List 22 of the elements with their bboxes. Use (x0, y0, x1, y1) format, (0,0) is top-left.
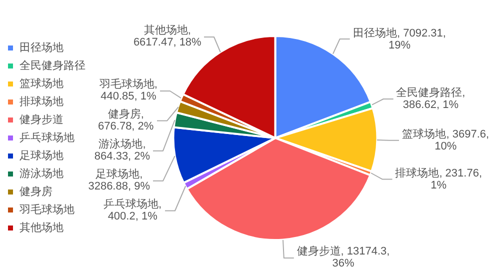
legend-label: 排球场地 (20, 95, 64, 108)
legend-label: 乒乓球场地 (20, 131, 74, 144)
data-label: 田径场地, 7092.31, 19% (353, 26, 446, 52)
data-label: 健身步道, 13174.3, 36% (296, 244, 390, 270)
data-label: 羽毛球场地, 440.85, 1% (99, 78, 158, 103)
data-label: 游泳场地, 864.33, 2% (94, 138, 150, 163)
data-label: 其他场地, 6617.47, 18% (133, 24, 202, 49)
legend-label: 健身步道 (20, 113, 64, 126)
legend-label: 田径场地 (20, 41, 64, 54)
data-label: 全民健身路径, 386.62, 1% (396, 87, 466, 112)
legend-label: 全民健身路径 (20, 60, 86, 72)
data-label: 排球场地, 231.76, 1% (395, 166, 482, 192)
data-label: 足球场地, 3286.88, 9% (88, 168, 150, 193)
legend-label: 篮球场地 (20, 77, 64, 90)
legend-label: 其他场地 (20, 221, 64, 234)
legend-label: 羽毛球场地 (20, 203, 74, 216)
legend-label: 游泳场地 (20, 167, 64, 180)
data-label: 篮球场地, 3697.6, 10% (402, 127, 490, 152)
legend-label: 足球场地 (20, 149, 64, 162)
data-label: 健身房, 676.78, 2% (98, 108, 154, 133)
data-label: 乒乓球场地, 400.2, 1% (104, 198, 162, 223)
legend-label: 健身房 (20, 185, 52, 198)
